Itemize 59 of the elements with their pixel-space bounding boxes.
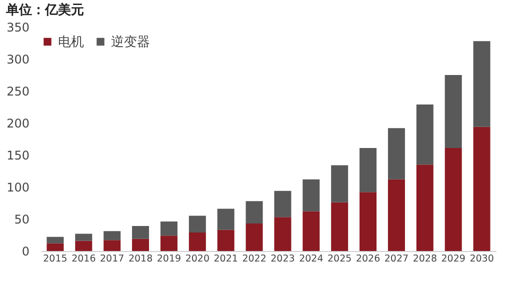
x-tick-label: 2029 — [441, 254, 466, 264]
legend-label: 电机 — [58, 34, 84, 50]
bar — [388, 128, 405, 180]
bar — [444, 148, 462, 251]
legend-label: 逆变器 — [111, 34, 150, 50]
bar — [46, 236, 64, 244]
bar — [331, 165, 348, 202]
bar — [188, 232, 206, 251]
y-tick-label: 100 — [6, 180, 30, 194]
bar — [217, 208, 234, 230]
x-tick-label: 2024 — [299, 254, 324, 264]
x-tick-label: 2017 — [100, 254, 124, 264]
bar — [416, 104, 434, 165]
bar — [160, 222, 178, 236]
bar — [246, 223, 263, 251]
bar — [274, 217, 292, 251]
x-tick-label: 2025 — [328, 254, 352, 264]
y-tick-label: 200 — [6, 116, 30, 130]
bar — [274, 190, 292, 218]
bar — [132, 226, 150, 239]
bar — [132, 238, 150, 251]
x-tick-label: 2018 — [128, 254, 153, 264]
bar — [360, 148, 377, 192]
bar — [217, 230, 234, 251]
x-tick-label: 2019 — [156, 254, 182, 264]
x-tick-label: 2023 — [270, 254, 295, 264]
x-tick-label: 2027 — [384, 254, 409, 264]
bar — [360, 192, 377, 251]
x-tick-label: 2021 — [214, 254, 238, 264]
bar — [46, 243, 64, 251]
bar — [473, 126, 490, 251]
y-tick-label: 0 — [22, 244, 30, 258]
bar — [444, 75, 462, 148]
x-tick-label: 2016 — [72, 254, 96, 264]
y-tick-label: 250 — [6, 84, 30, 98]
y-tick-label: 300 — [6, 52, 30, 66]
x-tick-label: 2015 — [43, 254, 68, 264]
bar — [246, 201, 263, 224]
y-tick-label: 50 — [14, 212, 30, 226]
x-tick-label: 2030 — [470, 254, 494, 264]
bar — [302, 211, 320, 251]
bar — [302, 179, 320, 212]
x-tick-label: 2022 — [242, 254, 266, 264]
bar — [416, 164, 434, 251]
bar — [473, 41, 490, 127]
bar — [331, 202, 348, 251]
bar — [388, 179, 405, 251]
bar — [188, 216, 206, 232]
y-tick-label: 150 — [6, 148, 30, 162]
bar — [104, 231, 121, 240]
x-tick-label: 2020 — [185, 254, 210, 264]
x-tick-label: 2026 — [356, 254, 380, 264]
x-tick-label: 2028 — [412, 254, 437, 264]
bar — [104, 240, 121, 251]
bar — [75, 240, 92, 251]
bar — [160, 236, 178, 251]
bar — [75, 234, 92, 241]
y-tick-label: 350 — [6, 20, 30, 34]
chart-title: 单位：亿美元 — [5, 2, 84, 18]
